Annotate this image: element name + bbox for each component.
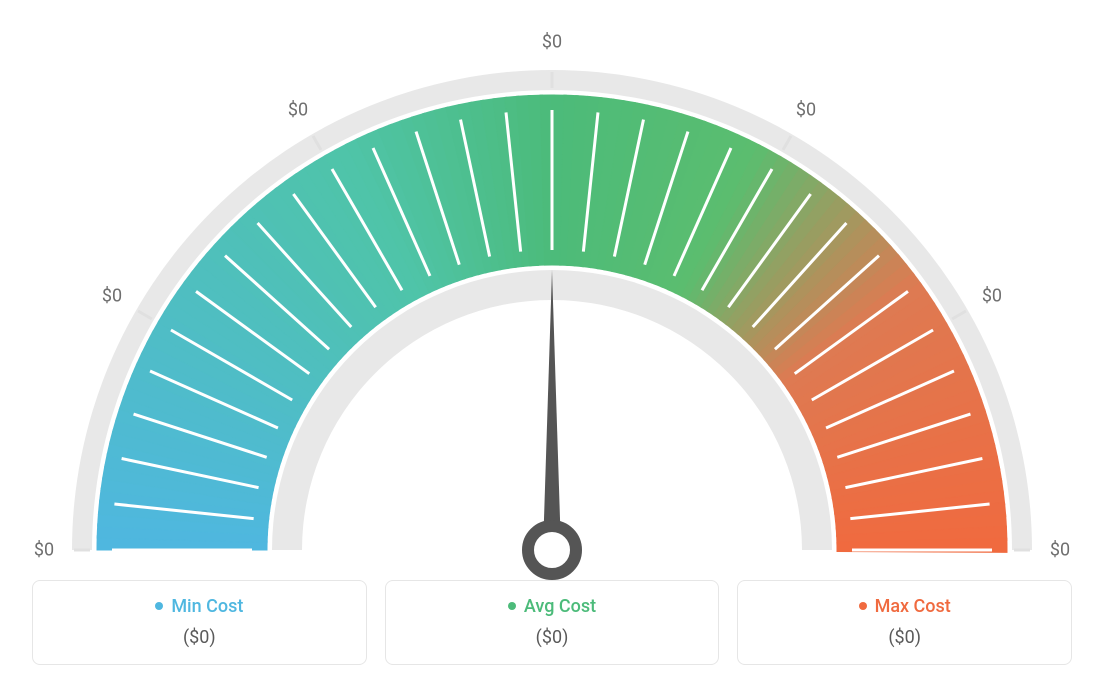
legend-title-min: Min Cost bbox=[155, 596, 243, 617]
dot-icon bbox=[859, 602, 867, 610]
legend-card-min: Min Cost ($0) bbox=[32, 580, 367, 665]
gauge-tick-label: $0 bbox=[102, 286, 122, 307]
gauge-tick-label: $0 bbox=[288, 100, 308, 121]
legend-value-max: ($0) bbox=[756, 627, 1053, 648]
chart-container: $0 $0 $0 $0 $0 $0 $0 Min Cost ($0) Avg Cost ($… bbox=[0, 0, 1104, 690]
gauge-tick-label: $0 bbox=[982, 286, 1002, 307]
legend-card-max: Max Cost ($0) bbox=[737, 580, 1072, 665]
gauge-tick-label: $0 bbox=[1050, 540, 1070, 561]
dot-icon bbox=[155, 602, 163, 610]
gauge-svg bbox=[22, 20, 1082, 580]
legend-label-min: Min Cost bbox=[171, 596, 243, 617]
legend-title-max: Max Cost bbox=[859, 596, 951, 617]
legend-row: Min Cost ($0) Avg Cost ($0) Max Cost ($0… bbox=[0, 580, 1104, 665]
legend-title-avg: Avg Cost bbox=[508, 596, 596, 617]
gauge-chart: $0 $0 $0 $0 $0 $0 $0 bbox=[22, 10, 1082, 570]
gauge-tick-label: $0 bbox=[542, 32, 562, 53]
legend-label-max: Max Cost bbox=[875, 596, 951, 617]
dot-icon bbox=[508, 602, 516, 610]
legend-value-avg: ($0) bbox=[404, 627, 701, 648]
legend-value-min: ($0) bbox=[51, 627, 348, 648]
legend-label-avg: Avg Cost bbox=[524, 596, 596, 617]
gauge-tick-label: $0 bbox=[796, 100, 816, 121]
legend-card-avg: Avg Cost ($0) bbox=[385, 580, 720, 665]
gauge-tick-label: $0 bbox=[34, 540, 54, 561]
